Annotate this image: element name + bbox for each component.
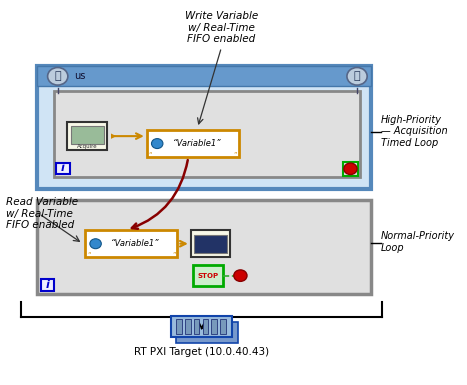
Circle shape [151,139,163,149]
Text: ▶: ▶ [112,133,117,139]
Bar [41,279,54,291]
Bar [171,316,233,336]
Text: Acquire: Acquire [77,144,98,149]
Bar [57,163,70,174]
Circle shape [347,67,367,85]
Bar [147,130,239,157]
Text: “: “ [149,151,152,157]
Text: Read Variable
w/ Real-Time
FIFO enabled: Read Variable w/ Real-Time FIFO enabled [6,197,78,230]
Bar [36,66,371,86]
Text: ”: ” [172,251,176,257]
Text: High-Priority
— Acquisition
Timed Loop: High-Priority — Acquisition Timed Loop [381,115,447,148]
Bar [36,200,371,294]
Bar [36,66,371,189]
Bar [220,319,226,333]
Text: Write Variable
w/ Real-Time
FIFO enabled: Write Variable w/ Real-Time FIFO enabled [185,11,258,44]
Circle shape [48,67,68,85]
Text: ⌚: ⌚ [55,71,61,81]
Circle shape [234,270,247,281]
Text: i: i [61,163,65,173]
Text: us: us [74,71,85,81]
Text: ”: ” [234,151,237,157]
Circle shape [90,239,101,249]
Bar [176,319,182,333]
Bar [185,319,191,333]
Text: “Variable1”: “Variable1” [111,239,160,248]
Bar [203,319,208,333]
Text: RT PXI Target (10.0.40.43): RT PXI Target (10.0.40.43) [134,346,269,357]
Bar [194,235,227,253]
Text: “: “ [87,251,91,257]
Bar [71,126,104,144]
Text: “Variable1”: “Variable1” [173,139,221,148]
Bar [212,319,217,333]
Text: Normal-Priority
Loop: Normal-Priority Loop [381,231,455,253]
Bar [54,91,360,177]
Text: STOP: STOP [197,273,219,279]
Text: ⌚: ⌚ [354,71,361,81]
Bar [193,265,223,286]
Bar [67,122,107,151]
Circle shape [344,163,357,174]
Text: i: i [46,280,50,290]
Bar [342,162,358,176]
Bar [176,323,238,343]
Bar [191,230,230,258]
Bar [85,230,177,258]
Bar [194,319,199,333]
